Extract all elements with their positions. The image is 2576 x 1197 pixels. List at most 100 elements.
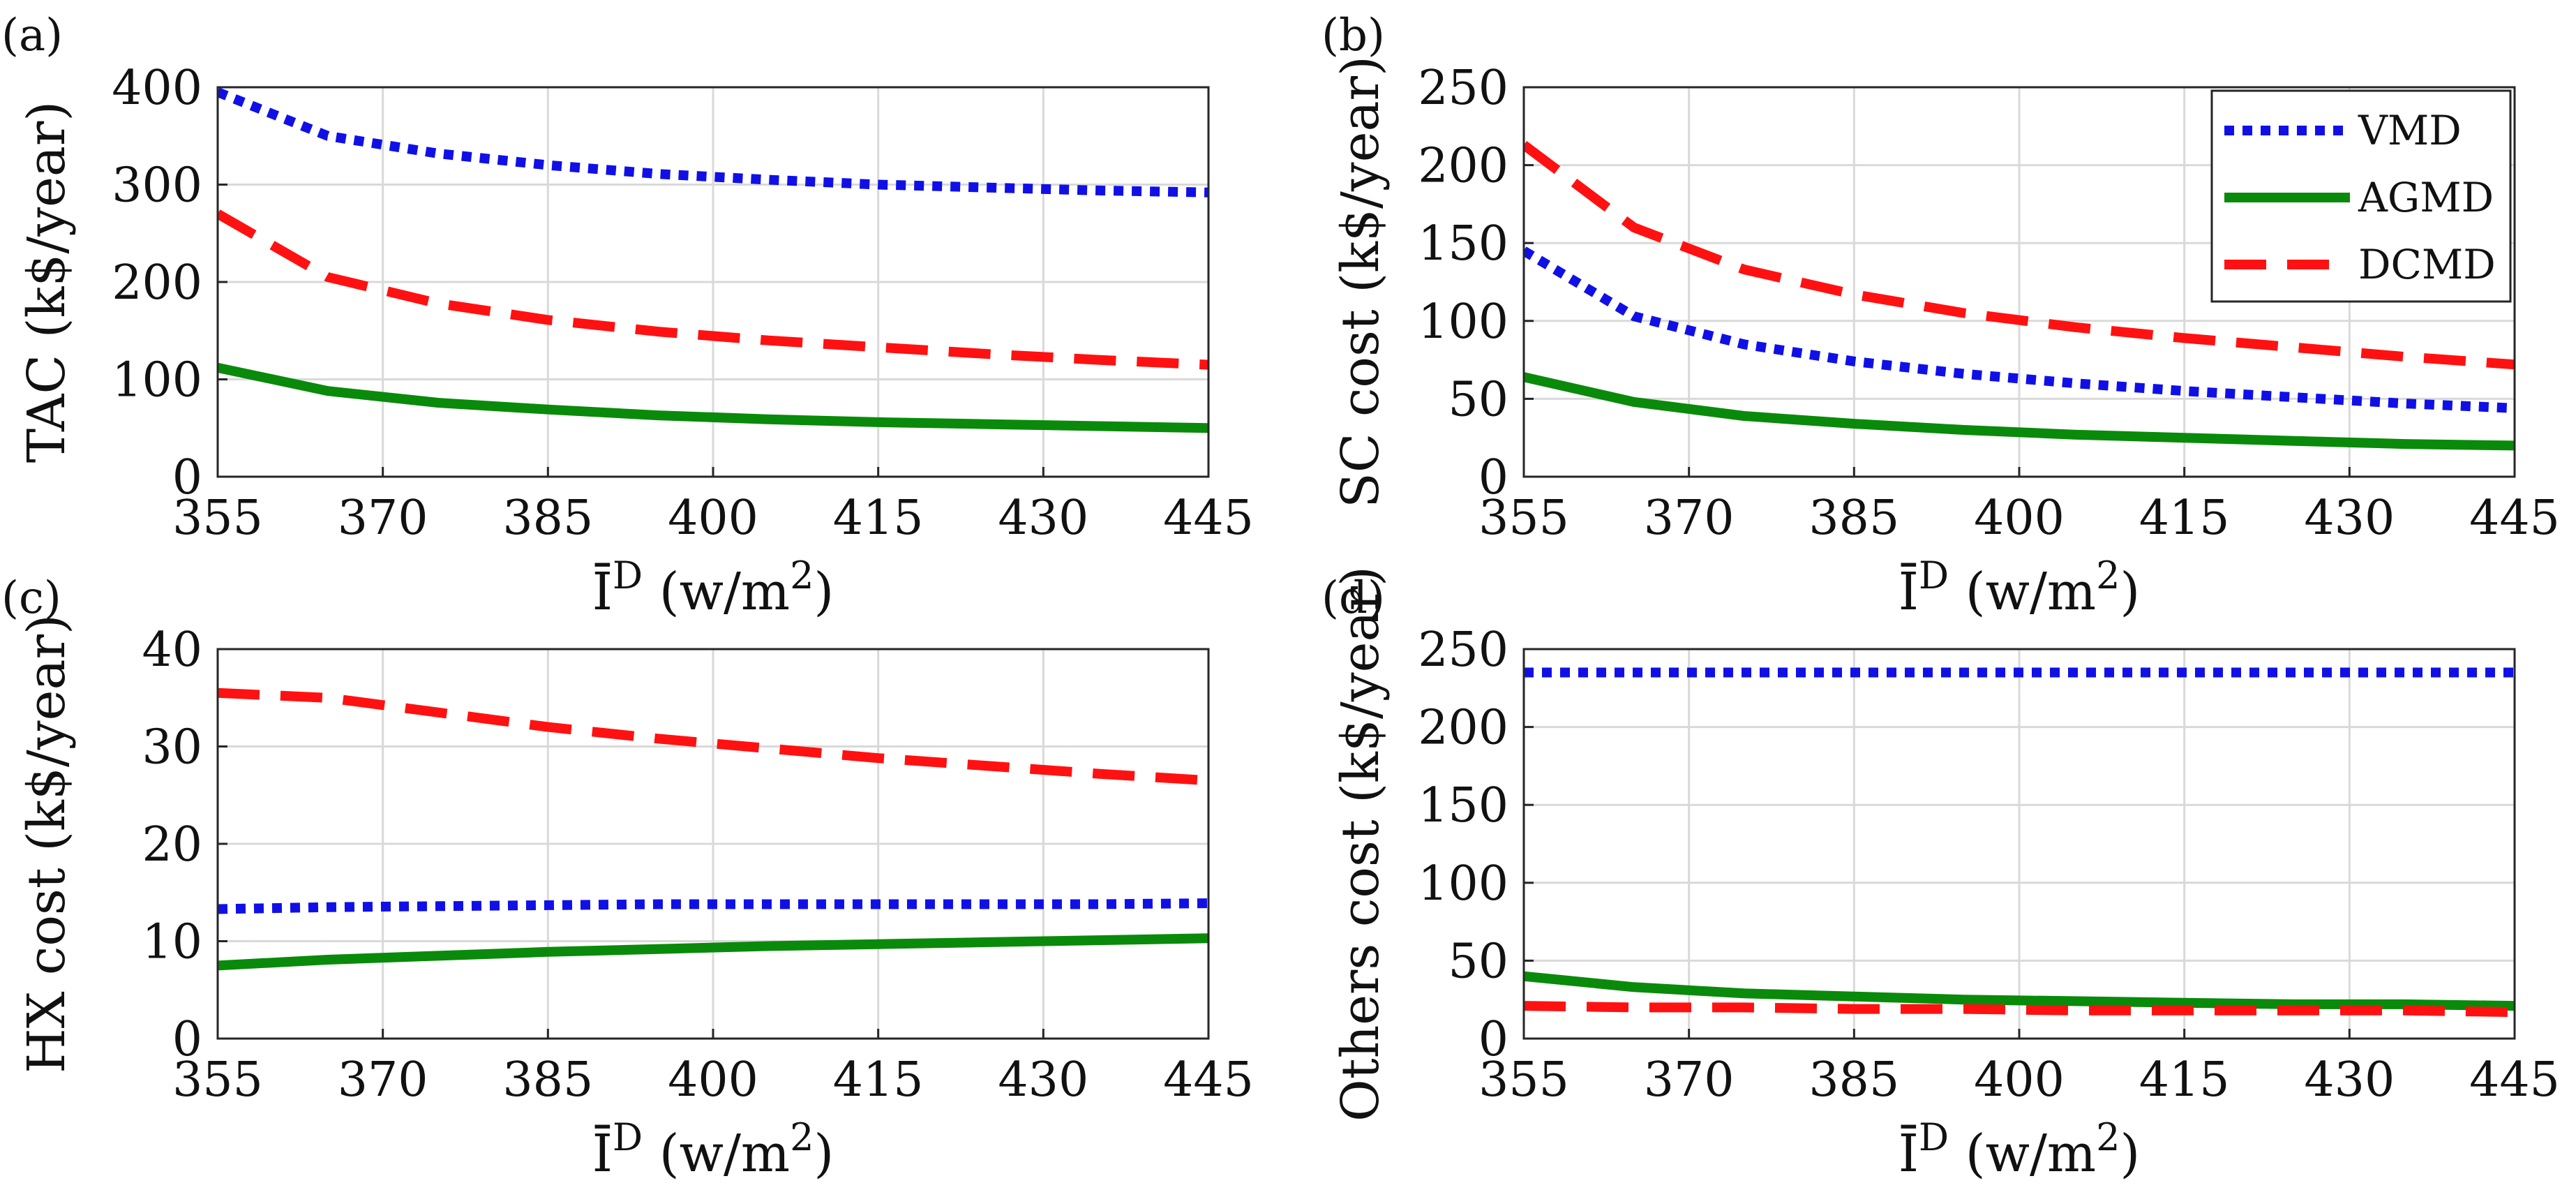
- x-tick-label: 370: [338, 491, 428, 546]
- x-axis-label: ĪD (w/m2): [592, 553, 834, 622]
- y-tick-label: 0: [172, 450, 202, 505]
- series-line-vmd: [1524, 246, 2515, 413]
- x-tick-label: 430: [2304, 491, 2395, 546]
- x-tick-label: 385: [502, 491, 593, 546]
- x-axis-label-base: Ī: [1899, 562, 1919, 622]
- chart-panel-d: 355 370 385 400 415 430 445 0 50 100 150 200 250 (d)O…: [1321, 566, 2560, 1184]
- x-axis-label-sup2: 2: [2096, 1115, 2120, 1159]
- series-line-agmd: [218, 933, 1208, 971]
- x-tick-label: 400: [1974, 491, 2065, 546]
- chart-panel-c: 355 370 385 400 415 430 445 0 10 20 30 40 (c)HX cost…: [1, 572, 1254, 1184]
- x-axis-label-sup1: D: [1919, 1115, 1949, 1159]
- x-tick-label: 415: [2139, 491, 2230, 546]
- x-tick-label: 355: [172, 1053, 263, 1108]
- y-tick-label: 10: [142, 915, 202, 970]
- x-tick-label: 355: [1478, 1053, 1569, 1108]
- y-tick-label: 200: [1418, 139, 1508, 194]
- y-axis-label: HX cost (k$/year): [17, 614, 77, 1073]
- series-line-agmd: [1524, 971, 2515, 1011]
- x-axis-label-sup1: D: [1919, 553, 1949, 597]
- panel-label: (d): [1321, 572, 1385, 624]
- y-tick-label: 150: [1418, 216, 1508, 272]
- panel-label: (a): [1, 10, 63, 61]
- legend-label-vmd: VMD: [2358, 107, 2462, 154]
- x-axis-label: ĪD (w/m2): [592, 1115, 834, 1184]
- panel-label: (c): [1, 572, 61, 624]
- series-line-dcmd: [218, 687, 1208, 786]
- series-line-dcmd: [1524, 1001, 2515, 1018]
- x-tick-label: 400: [1974, 1053, 2065, 1108]
- x-axis-label-base: Ī: [592, 1124, 613, 1184]
- x-tick-label: 355: [172, 491, 263, 546]
- chart-panel-a: 355 370 385 400 415 430 445 0 100 200 300 400 (a) TAC…: [1, 10, 1254, 622]
- x-tick-label: 430: [2304, 1053, 2395, 1108]
- series-line-agmd: [1524, 372, 2515, 451]
- x-tick-label: 430: [998, 1053, 1088, 1108]
- y-tick-label: 50: [1448, 934, 1508, 989]
- x-axis-label: ĪD (w/m2): [1899, 553, 2141, 622]
- y-tick-label: 100: [112, 353, 202, 408]
- x-axis-label-unit: (w/m: [643, 1124, 790, 1184]
- y-axis-label: Others cost (k$/year): [1331, 566, 1391, 1122]
- y-tick-label: 30: [142, 720, 202, 775]
- x-axis-label-sup1: D: [613, 553, 643, 597]
- series-line-vmd: [218, 87, 1208, 198]
- x-tick-label: 415: [2139, 1053, 2230, 1108]
- y-tick-label: 20: [142, 817, 202, 872]
- y-tick-label: 0: [1478, 450, 1508, 505]
- y-tick-label: 400: [112, 61, 202, 116]
- x-axis-label-close: ): [814, 562, 834, 622]
- x-axis-label-sup2: 2: [790, 1115, 814, 1159]
- x-axis-label-unit: (w/m: [643, 562, 790, 622]
- x-tick-label: 370: [1644, 1053, 1735, 1108]
- x-tick-label: 415: [833, 1053, 924, 1108]
- x-tick-label: 430: [998, 491, 1088, 546]
- series-line-agmd: [218, 362, 1208, 433]
- y-tick-label: 200: [112, 255, 202, 311]
- x-tick-label: 385: [1809, 1053, 1899, 1108]
- x-axis-label-close: ): [2120, 1124, 2140, 1184]
- x-axis-label-sup1: D: [613, 1115, 643, 1159]
- x-tick-label: 400: [668, 491, 758, 546]
- x-axis-label-sup2: 2: [2096, 553, 2120, 597]
- y-tick-label: 0: [172, 1012, 202, 1067]
- x-tick-label: 370: [338, 1053, 428, 1108]
- x-tick-label: 445: [1163, 1053, 1254, 1108]
- y-tick-label: 150: [1418, 778, 1508, 833]
- x-axis-label: ĪD (w/m2): [1899, 1115, 2141, 1184]
- y-tick-label: 250: [1418, 623, 1508, 678]
- y-tick-label: 100: [1418, 295, 1508, 350]
- y-tick-label: 250: [1418, 61, 1508, 116]
- x-tick-label: 445: [2469, 491, 2560, 546]
- x-axis-label-unit: (w/m: [1949, 1124, 2096, 1184]
- x-tick-label: 400: [668, 1053, 758, 1108]
- x-axis-label-base: Ī: [592, 562, 613, 622]
- x-axis-label-unit: (w/m: [1949, 562, 2096, 622]
- x-tick-label: 385: [1809, 491, 1899, 546]
- x-tick-label: 370: [1644, 491, 1735, 546]
- legend-label-agmd: AGMD: [2358, 174, 2494, 221]
- y-axis-label: SC cost (k$/year): [1331, 56, 1391, 508]
- x-tick-label: 445: [2469, 1053, 2560, 1108]
- series-line-vmd: [218, 898, 1208, 914]
- x-tick-label: 445: [1163, 491, 1254, 546]
- x-tick-label: 415: [833, 491, 924, 546]
- panel-label: (b): [1321, 10, 1385, 61]
- x-tick-label: 385: [502, 1053, 593, 1108]
- x-axis-label-sup2: 2: [790, 553, 814, 597]
- legend: VMD AGMD DCMD: [2210, 89, 2512, 303]
- series-line-dcmd: [1524, 140, 2515, 370]
- legend-label-dcmd: DCMD: [2358, 241, 2496, 288]
- series-line-dcmd: [218, 209, 1208, 370]
- y-tick-label: 0: [1478, 1012, 1508, 1067]
- y-tick-label: 200: [1418, 701, 1508, 756]
- x-axis-label-base: Ī: [1899, 1124, 1919, 1184]
- y-tick-label: 100: [1418, 856, 1508, 912]
- chart-panel-b: 355 370 385 400 415 430 445 0 50 100 150 200 250 (b)S…: [1321, 10, 2560, 622]
- x-axis-label-close: ): [814, 1124, 834, 1184]
- y-tick-label: 50: [1448, 372, 1508, 427]
- y-tick-label: 300: [112, 158, 202, 214]
- y-axis-label: TAC (k$/year): [17, 101, 77, 463]
- y-tick-label: 40: [142, 623, 202, 678]
